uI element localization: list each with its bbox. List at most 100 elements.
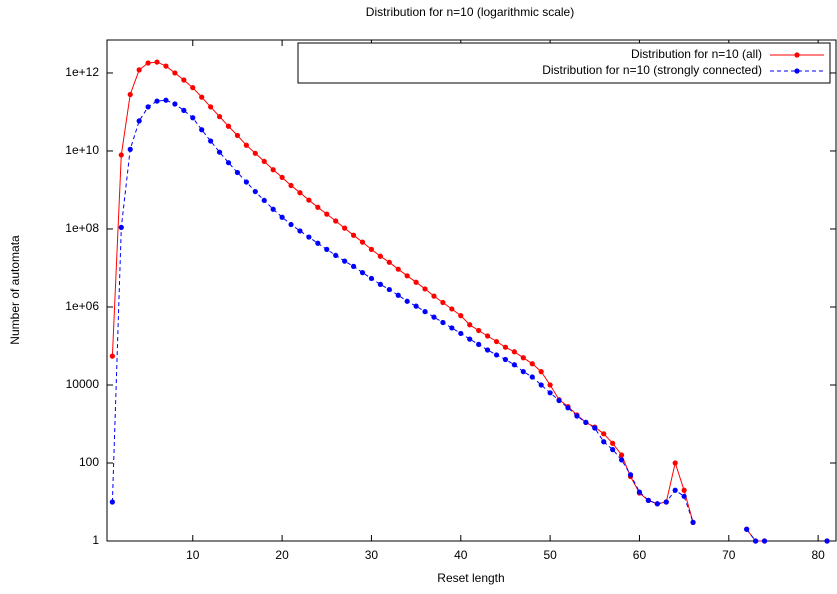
data-point xyxy=(761,538,768,544)
x-tick-label: 20 xyxy=(275,548,289,562)
data-point xyxy=(690,519,696,525)
data-point xyxy=(824,538,830,544)
data-point xyxy=(279,214,285,220)
data-point xyxy=(225,160,232,166)
data-point xyxy=(645,497,651,503)
data-point xyxy=(672,460,678,466)
data-point xyxy=(216,149,223,155)
data-point xyxy=(261,197,267,204)
data-point xyxy=(315,240,321,246)
y-tick-label: 1e+08 xyxy=(65,221,99,235)
data-point xyxy=(377,281,383,287)
data-point xyxy=(476,341,482,347)
legend-box xyxy=(297,42,831,84)
data-point xyxy=(208,104,214,110)
data-point xyxy=(359,239,366,245)
data-point xyxy=(618,452,625,458)
data-point xyxy=(208,138,214,144)
data-point xyxy=(145,60,151,66)
y-tick-label: 1e+10 xyxy=(65,143,99,157)
data-point xyxy=(127,91,133,98)
legend-swatch-point xyxy=(794,52,800,58)
data-point xyxy=(199,94,205,100)
data-point xyxy=(306,197,312,203)
data-point xyxy=(529,361,535,367)
x-axis-label: Reset length xyxy=(437,571,504,585)
data-point xyxy=(172,101,178,107)
data-point xyxy=(386,259,392,265)
data-point xyxy=(288,221,294,228)
data-point xyxy=(279,174,285,181)
data-point xyxy=(350,263,357,269)
data-point xyxy=(136,118,142,124)
data-point xyxy=(520,355,526,361)
data-point xyxy=(681,493,687,499)
series-line xyxy=(111,61,694,523)
x-tick-label: 50 xyxy=(543,548,557,562)
data-point xyxy=(538,382,544,388)
legend-label: Distribution for n=10 (all) xyxy=(631,47,762,61)
y-axis-label: Number of automata xyxy=(8,235,22,345)
data-point xyxy=(315,204,321,210)
data-point xyxy=(234,169,241,176)
data-point xyxy=(467,322,473,328)
data-point xyxy=(556,397,562,404)
data-point xyxy=(306,234,312,240)
data-point xyxy=(520,369,526,375)
data-point xyxy=(395,266,401,272)
data-point xyxy=(359,270,366,276)
data-point xyxy=(493,338,500,345)
data-point xyxy=(243,142,249,148)
data-point xyxy=(234,132,241,139)
y-tick-label: 1e+06 xyxy=(65,299,99,313)
data-point xyxy=(449,325,455,331)
data-point xyxy=(484,347,491,353)
data-point xyxy=(538,369,544,375)
data-point xyxy=(547,382,553,388)
data-point xyxy=(216,114,223,120)
x-tick-label: 30 xyxy=(365,548,379,562)
y-tick-label: 100 xyxy=(79,455,99,469)
data-point xyxy=(484,333,491,339)
data-point xyxy=(752,538,759,544)
data-point xyxy=(368,246,375,252)
data-point xyxy=(118,152,124,158)
data-point xyxy=(413,279,419,285)
data-point xyxy=(627,472,634,478)
x-tick-label: 10 xyxy=(186,548,200,562)
data-point xyxy=(342,258,348,264)
data-point xyxy=(565,405,571,411)
data-point xyxy=(163,63,169,69)
data-point xyxy=(422,309,428,315)
x-tick-label: 60 xyxy=(633,548,647,562)
data-point xyxy=(449,306,455,312)
x-tick-label: 40 xyxy=(454,548,468,562)
data-point xyxy=(252,188,258,195)
data-point xyxy=(493,352,500,358)
y-tick-label: 1e+12 xyxy=(65,65,99,79)
data-point xyxy=(610,440,616,446)
data-point xyxy=(529,374,535,380)
legend-swatch-point xyxy=(794,68,800,74)
data-point xyxy=(199,127,205,133)
data-point xyxy=(109,499,115,505)
data-point xyxy=(636,489,643,495)
y-tick-label: 10000 xyxy=(66,377,100,391)
data-point xyxy=(118,224,124,230)
data-point xyxy=(431,314,437,320)
data-point xyxy=(109,353,115,359)
data-point xyxy=(440,319,446,326)
data-point xyxy=(333,218,339,224)
data-point xyxy=(350,232,357,238)
data-point xyxy=(243,179,249,185)
data-point xyxy=(476,327,482,334)
data-point xyxy=(136,67,142,73)
data-point xyxy=(181,77,187,83)
data-point xyxy=(601,431,607,437)
data-point xyxy=(467,336,473,342)
data-point xyxy=(225,123,232,129)
plot-frame xyxy=(106,39,837,542)
data-point xyxy=(502,344,509,350)
data-point xyxy=(252,150,258,156)
